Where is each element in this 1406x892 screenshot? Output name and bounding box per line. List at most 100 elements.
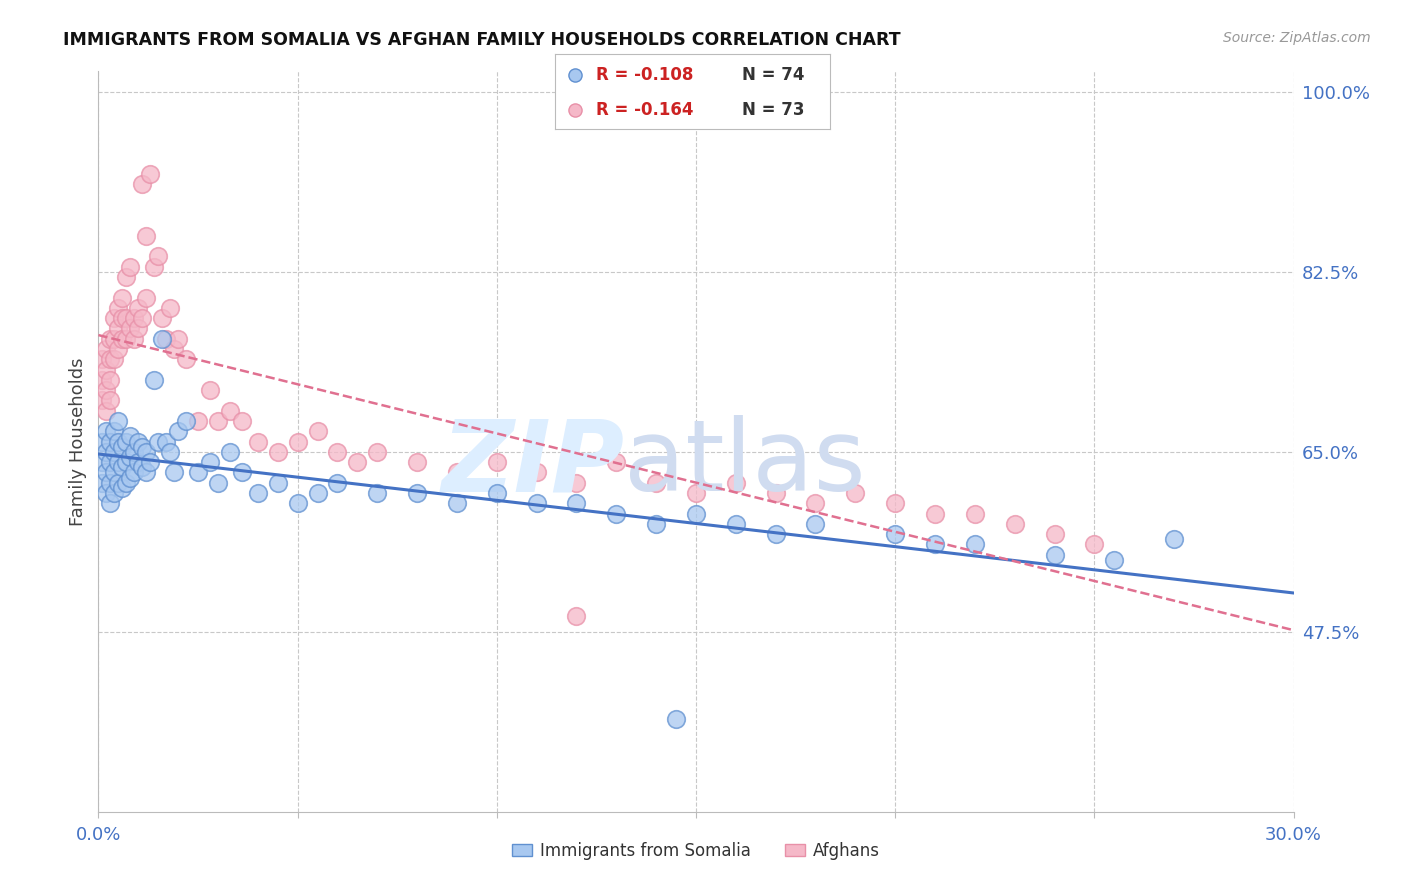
Point — [131, 440, 153, 454]
Point — [645, 516, 668, 531]
Point — [115, 270, 138, 285]
Point — [115, 475, 138, 490]
Text: ZIP: ZIP — [441, 416, 624, 512]
Point — [98, 455, 122, 469]
Point — [724, 475, 747, 490]
Point — [91, 393, 114, 408]
Point — [148, 434, 170, 449]
Point — [131, 178, 153, 192]
Point — [96, 445, 118, 459]
Point — [124, 332, 146, 346]
Point — [124, 445, 146, 459]
Point — [287, 496, 309, 510]
Point — [326, 445, 349, 459]
Y-axis label: Family Households: Family Households — [69, 358, 87, 525]
Point — [115, 434, 138, 449]
Point — [565, 475, 588, 490]
Point — [924, 507, 946, 521]
Point — [120, 470, 142, 484]
Point — [605, 507, 627, 521]
Legend: Immigrants from Somalia, Afghans: Immigrants from Somalia, Afghans — [505, 835, 887, 866]
Point — [526, 466, 548, 480]
Point — [120, 260, 142, 274]
Point — [115, 455, 138, 469]
Point — [103, 311, 125, 326]
Point — [446, 466, 468, 480]
Point — [98, 332, 122, 346]
Point — [135, 291, 157, 305]
Point — [246, 434, 269, 449]
Point — [219, 403, 242, 417]
Point — [91, 475, 114, 490]
Point — [1043, 548, 1066, 562]
Point — [267, 475, 290, 490]
Point — [98, 475, 122, 490]
Point — [326, 475, 349, 490]
Point — [143, 260, 166, 274]
Text: IMMIGRANTS FROM SOMALIA VS AFGHAN FAMILY HOUSEHOLDS CORRELATION CHART: IMMIGRANTS FROM SOMALIA VS AFGHAN FAMILY… — [63, 31, 901, 49]
Point — [107, 342, 129, 356]
Point — [143, 373, 166, 387]
Point — [446, 496, 468, 510]
Point — [148, 250, 170, 264]
Point — [564, 103, 586, 118]
Point — [107, 455, 129, 469]
Point — [207, 414, 229, 428]
Point — [139, 167, 162, 181]
Point — [174, 414, 197, 428]
Point — [804, 516, 827, 531]
Point — [406, 455, 429, 469]
Point — [1083, 537, 1105, 551]
Point — [963, 507, 986, 521]
Point — [765, 527, 787, 541]
Point — [96, 342, 118, 356]
Point — [685, 507, 707, 521]
Point — [174, 352, 197, 367]
Point — [163, 342, 186, 356]
Point — [139, 455, 162, 469]
Point — [111, 291, 134, 305]
Point — [103, 466, 125, 480]
Point — [155, 434, 177, 449]
Point — [159, 445, 181, 459]
Point — [1043, 527, 1066, 541]
Point — [111, 332, 134, 346]
Point — [198, 383, 221, 397]
Point — [307, 424, 329, 438]
Point — [115, 332, 138, 346]
Point — [155, 332, 177, 346]
Point — [346, 455, 368, 469]
Point — [804, 496, 827, 510]
Point — [98, 352, 122, 367]
Point — [103, 424, 125, 438]
Point — [1104, 553, 1126, 567]
Point — [96, 362, 118, 376]
Point — [111, 460, 134, 475]
Point — [131, 311, 153, 326]
Point — [167, 424, 190, 438]
Point — [98, 393, 122, 408]
Point — [163, 466, 186, 480]
Point — [187, 414, 209, 428]
Point — [564, 68, 586, 82]
Text: N = 73: N = 73 — [742, 102, 804, 120]
Point — [124, 466, 146, 480]
Point — [107, 301, 129, 315]
Point — [485, 486, 508, 500]
Point — [150, 332, 173, 346]
Point — [96, 383, 118, 397]
Point — [103, 332, 125, 346]
Point — [91, 455, 114, 469]
Point — [120, 321, 142, 335]
Point — [111, 440, 134, 454]
Point — [267, 445, 290, 459]
Point — [103, 486, 125, 500]
Text: Source: ZipAtlas.com: Source: ZipAtlas.com — [1223, 31, 1371, 45]
Point — [91, 373, 114, 387]
Point — [96, 466, 118, 480]
Point — [127, 455, 149, 469]
Point — [724, 516, 747, 531]
Point — [111, 311, 134, 326]
Point — [96, 403, 118, 417]
Point — [765, 486, 787, 500]
